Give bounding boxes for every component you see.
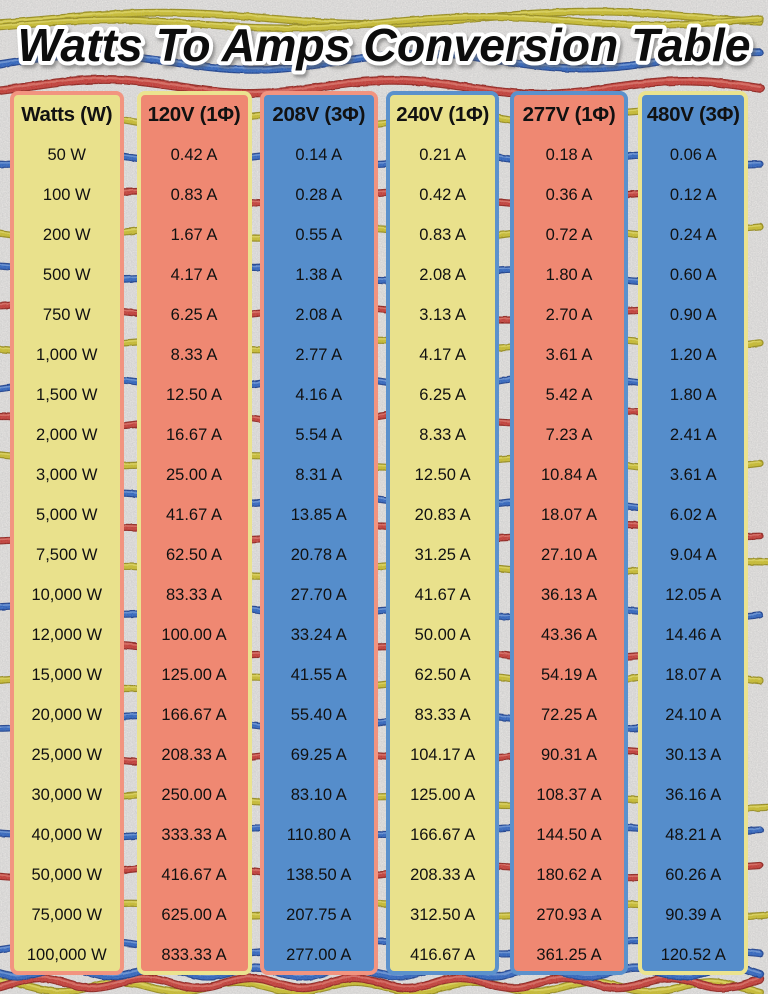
svg-text:Watts To Amps Conversion Table: Watts To Amps Conversion Table [18,19,751,71]
